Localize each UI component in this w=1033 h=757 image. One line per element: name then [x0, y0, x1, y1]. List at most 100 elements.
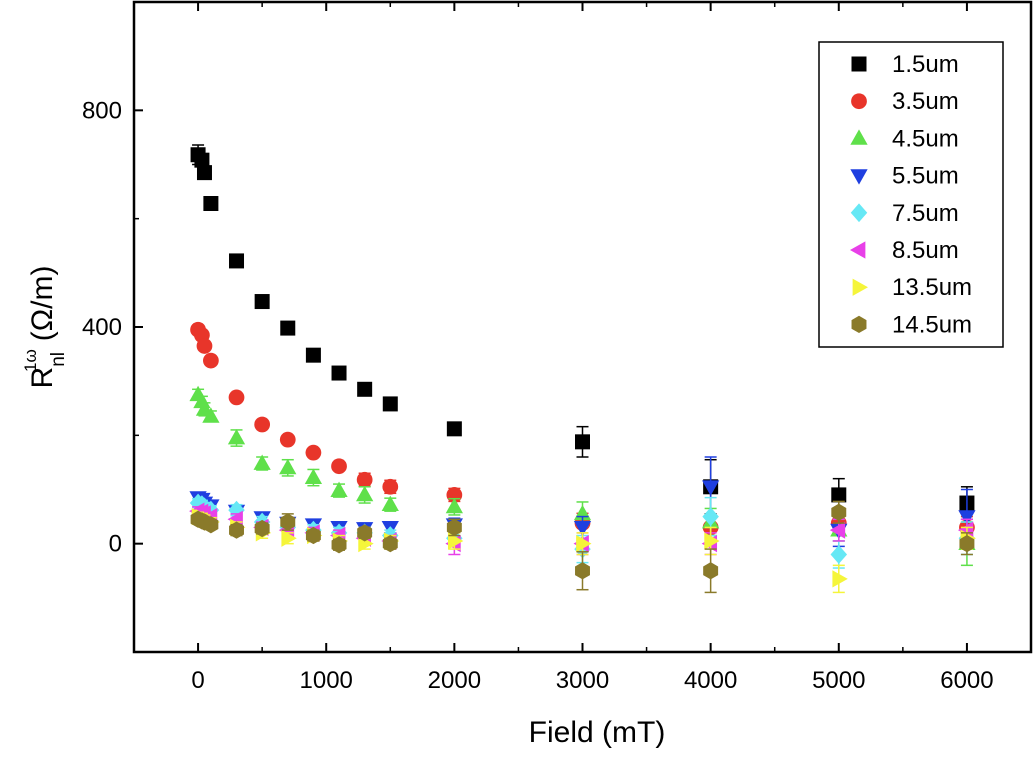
- data-point: [382, 535, 398, 553]
- legend-entry: 13.5um: [852, 274, 972, 301]
- data-point: [203, 516, 219, 534]
- data-point: [703, 562, 719, 580]
- data-point: [229, 253, 245, 269]
- data-point: [958, 510, 976, 526]
- data-point: [194, 152, 210, 168]
- data-point: [832, 570, 848, 588]
- data-point: [254, 416, 271, 433]
- data-point: [702, 507, 719, 526]
- legend-label: 13.5um: [892, 274, 972, 301]
- legend-box: [818, 41, 1004, 348]
- data-point: [254, 294, 270, 310]
- x-tick-label: 1000: [300, 667, 353, 694]
- legend-entry: 7.5um: [850, 200, 959, 227]
- legend-marker: [850, 129, 868, 145]
- data-point: [229, 521, 244, 539]
- data-point: [203, 352, 219, 369]
- legend-entry: 5.5um: [850, 163, 959, 190]
- legend-marker: [852, 278, 868, 296]
- legend-marker: [851, 315, 867, 334]
- data-point: [447, 532, 464, 550]
- series-layer: [189, 144, 976, 594]
- data-point: [382, 396, 398, 412]
- data-point: [702, 480, 720, 496]
- legend-entry: 14.5um: [851, 311, 972, 338]
- legend-marker: [850, 169, 868, 185]
- data-point: [446, 421, 462, 437]
- data-point: [330, 481, 348, 497]
- y-axis-title: Rnl 1ω (Ω/m): [21, 266, 69, 389]
- data-point: [253, 454, 271, 470]
- data-point: [203, 196, 219, 211]
- data-point: [279, 431, 296, 448]
- y-axis-title-base: R: [26, 367, 59, 389]
- legend-marker: [850, 241, 866, 259]
- data-point: [829, 521, 846, 539]
- data-point: [196, 165, 212, 181]
- legend-label: 14.5um: [892, 311, 972, 338]
- legend-entry: 4.5um: [850, 125, 959, 152]
- legend-marker: [851, 56, 867, 72]
- y-tick-label: 800: [82, 97, 122, 124]
- data-point: [357, 381, 373, 397]
- series-14.5um: [190, 500, 975, 594]
- x-tick-label: 0: [191, 667, 204, 694]
- data-point: [356, 485, 374, 502]
- data-point: [228, 389, 245, 406]
- legend-entry: 1.5um: [851, 51, 959, 78]
- x-tick-label: 2000: [428, 667, 481, 694]
- data-point: [356, 471, 373, 488]
- legend: 1.5um 3.5um 4.5um 5.5um 7.5um 8.5um 13.5um 14.5…: [818, 41, 1004, 348]
- data-point: [280, 320, 296, 336]
- data-point: [281, 529, 297, 547]
- data-point: [575, 434, 590, 450]
- legend-entry: 8.5um: [850, 237, 959, 264]
- data-point: [830, 545, 848, 564]
- x-tick-label: 3000: [556, 667, 609, 694]
- data-point: [280, 513, 296, 531]
- legend-label: 8.5um: [892, 237, 959, 264]
- legend-marker: [850, 203, 868, 223]
- data-point: [227, 429, 246, 445]
- x-tick-label: 6000: [940, 667, 993, 694]
- y-axis-title-subscript: nl: [48, 352, 69, 367]
- legend-label: 1.5um: [892, 51, 959, 78]
- data-point: [357, 524, 373, 542]
- y-tick-label: 0: [109, 531, 122, 558]
- legend-label: 4.5um: [892, 125, 959, 152]
- data-point: [573, 521, 592, 537]
- legend-entry: 3.5um: [851, 88, 959, 115]
- data-point: [381, 495, 399, 512]
- x-tick-label: 5000: [812, 667, 865, 694]
- y-tick-label: 400: [82, 314, 122, 341]
- data-point: [305, 526, 321, 545]
- legend-label: 5.5um: [892, 163, 959, 190]
- legend-marker: [851, 93, 867, 110]
- data-point: [331, 536, 347, 554]
- data-point: [279, 458, 297, 475]
- x-axis-title: Field (mT): [529, 716, 666, 749]
- data-point: [305, 347, 321, 363]
- y-axis-title-superscript: 1ω: [21, 349, 40, 372]
- data-point: [831, 487, 847, 503]
- legend-label: 7.5um: [892, 200, 959, 227]
- data-point: [445, 497, 463, 514]
- data-point: [331, 458, 347, 475]
- series-1.5um: [190, 144, 975, 521]
- y-axis-title-text: Rnl 1ω (Ω/m): [21, 266, 69, 389]
- data-point: [831, 503, 847, 521]
- data-point: [331, 365, 347, 381]
- legend-label: 3.5um: [892, 88, 959, 115]
- data-point: [959, 535, 975, 553]
- y-axis-title-unit: (Ω/m): [26, 266, 59, 342]
- data-point: [446, 518, 462, 537]
- data-point: [575, 562, 590, 580]
- x-tick-label: 4000: [684, 667, 737, 694]
- data-point: [382, 478, 399, 495]
- data-point: [196, 338, 213, 354]
- data-point: [202, 407, 220, 423]
- data-point: [576, 535, 592, 553]
- data-point: [304, 468, 323, 484]
- data-point: [704, 532, 720, 550]
